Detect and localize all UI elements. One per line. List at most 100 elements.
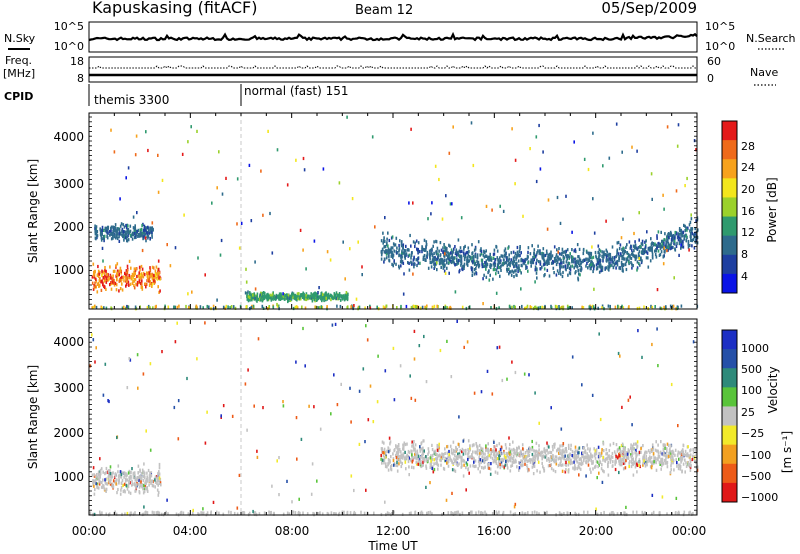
scatter-cell	[430, 459, 432, 463]
scatter-cell	[505, 446, 508, 450]
scatter-cell	[383, 250, 386, 254]
scatter-cell	[599, 454, 601, 459]
scatter-cell	[561, 247, 564, 251]
scatter-cell	[634, 243, 637, 247]
scatter-cell	[467, 467, 469, 472]
scatter-cell	[384, 239, 386, 243]
scatter-cell	[504, 253, 507, 257]
scatter-cell	[688, 223, 691, 227]
scatter-cell	[642, 457, 644, 461]
scatter-cell	[630, 449, 633, 453]
scatter-cell	[298, 292, 300, 296]
scatter-cell	[151, 226, 153, 230]
scatter-cell	[145, 479, 147, 483]
scatter-cell	[522, 447, 524, 451]
scatter-cell	[430, 456, 433, 460]
scatter-cell	[413, 265, 415, 269]
scatter-cell	[393, 398, 396, 402]
scatter-cell	[546, 259, 549, 263]
scatter-cell	[454, 449, 457, 454]
scatter-cell	[110, 237, 113, 241]
scatter-cell	[141, 279, 143, 283]
scatter-cell	[671, 304, 674, 308]
scatter-cell	[342, 295, 345, 299]
scatter-cell	[393, 249, 395, 253]
scatter-cell	[303, 168, 306, 172]
scatter-cell	[641, 510, 644, 514]
scatter-cell	[637, 252, 640, 256]
scatter-cell	[441, 217, 444, 221]
scatter-cell	[638, 250, 641, 254]
scatter-cell	[103, 306, 105, 310]
scatter-cell	[109, 273, 112, 277]
scatter-cell	[106, 278, 108, 282]
scatter-cell	[457, 250, 459, 254]
scatter-cell	[560, 252, 563, 257]
scatter-cell	[651, 197, 653, 201]
scatter-cell	[114, 480, 116, 484]
scatter-cell	[533, 510, 536, 514]
scatter-cell	[507, 267, 509, 271]
scatter-cell	[445, 498, 448, 502]
scatter-cell	[484, 510, 486, 514]
scatter-cell	[302, 511, 304, 515]
scatter-cell	[115, 512, 118, 516]
scatter-cell	[321, 305, 324, 310]
scatter-cell	[400, 254, 402, 258]
scatter-cell	[393, 510, 395, 514]
scatter-cell	[154, 272, 157, 276]
scatter-cell	[535, 271, 538, 275]
scatter-cell	[468, 305, 471, 309]
scatter-cell	[383, 245, 385, 249]
scatter-cell	[144, 487, 147, 491]
scatter-cell	[454, 511, 457, 515]
scatter-cell	[616, 456, 619, 460]
scatter-cell	[642, 251, 645, 256]
scatter-cell	[444, 263, 446, 267]
scatter-cell	[123, 235, 126, 239]
scatter-cell	[490, 258, 492, 262]
scatter-cell	[619, 463, 621, 467]
scatter-cell	[554, 470, 557, 474]
scatter-cell	[654, 459, 657, 463]
scatter-cell	[589, 447, 591, 451]
scatter-cell	[574, 261, 577, 265]
scatter-cell	[145, 239, 147, 243]
scatter-cell	[643, 459, 645, 463]
scatter-cell	[425, 464, 427, 468]
scatter-cell	[561, 512, 563, 516]
scatter-cell	[455, 250, 457, 254]
scatter-cell	[327, 512, 330, 516]
scatter-cell	[400, 242, 403, 246]
scatter-cell	[154, 480, 157, 484]
scatter-cell	[146, 275, 149, 279]
scatter-cell	[122, 234, 125, 238]
scatter-cell	[593, 454, 596, 458]
scatter-cell	[563, 512, 565, 516]
scatter-cell	[156, 479, 159, 483]
scatter-cell	[508, 267, 510, 271]
beam-title: Beam 12	[355, 3, 413, 18]
scatter-cell	[463, 262, 466, 266]
scatter-cell	[643, 305, 645, 309]
scatter-cell	[451, 258, 454, 262]
scatter-cell	[146, 478, 148, 482]
scatter-cell	[333, 292, 336, 296]
scatter-cell	[663, 238, 665, 242]
scatter-cell	[311, 294, 313, 298]
scatter-cell	[398, 462, 400, 466]
scatter-cell	[646, 450, 648, 454]
scatter-cell	[567, 470, 570, 474]
scatter-cell	[430, 463, 432, 467]
scatter-cell	[346, 306, 348, 310]
scatter-cell	[312, 293, 314, 297]
scatter-cell	[539, 453, 542, 457]
scatter-cell	[485, 249, 487, 253]
scatter-cell	[504, 443, 507, 447]
scatter-cell	[529, 458, 531, 462]
scatter-cell	[575, 456, 578, 460]
scatter-cell	[685, 226, 687, 230]
scatter-cell	[286, 479, 288, 483]
scatter-cell	[688, 248, 690, 252]
scatter-cell	[560, 261, 563, 265]
